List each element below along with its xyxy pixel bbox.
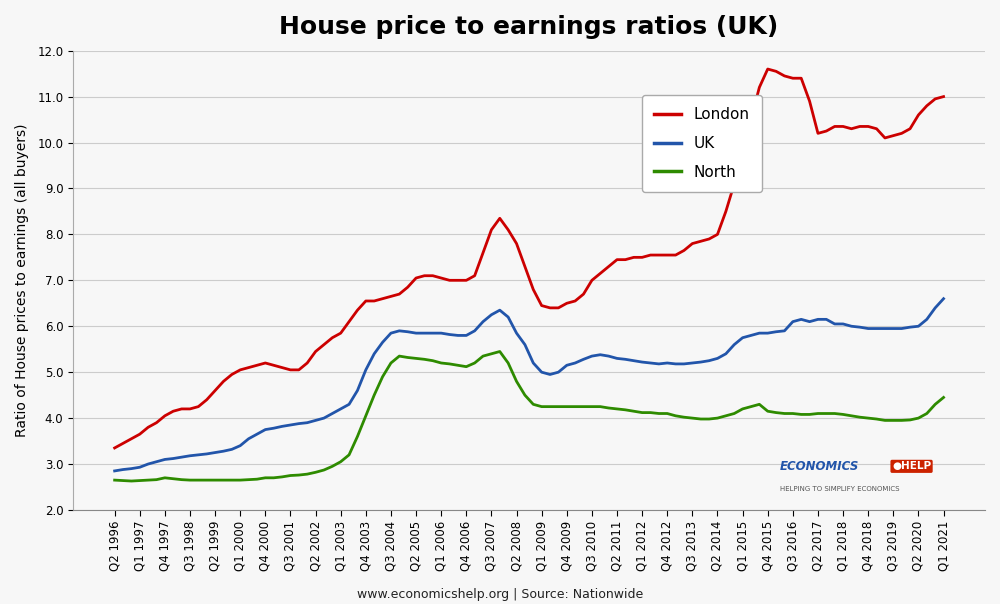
Title: House price to earnings ratios (UK): House price to earnings ratios (UK) (279, 15, 779, 39)
London (762, 65, 774, 72)
North (494, 348, 506, 355)
London (109, 445, 121, 452)
UK (268, 425, 280, 432)
Line: London: London (115, 69, 944, 448)
UK (301, 419, 313, 426)
Text: HELPING TO SIMPLIFY ECONOMICS: HELPING TO SIMPLIFY ECONOMICS (780, 486, 899, 492)
Line: North: North (115, 352, 944, 481)
North (887, 417, 899, 424)
London (879, 134, 891, 141)
London (603, 263, 615, 270)
London (904, 125, 916, 132)
Text: ●HELP: ●HELP (892, 461, 931, 471)
North (552, 403, 564, 410)
UK (536, 368, 548, 376)
UK (896, 325, 908, 332)
Text: ECONOMICS: ECONOMICS (780, 460, 859, 473)
Legend: London, UK, North: London, UK, North (642, 95, 762, 192)
North (938, 394, 950, 401)
Y-axis label: Ratio of House prices to earnings (all buyers): Ratio of House prices to earnings (all b… (15, 124, 29, 437)
Line: UK: UK (115, 299, 944, 471)
London (301, 359, 313, 367)
North (276, 474, 288, 481)
UK (938, 295, 950, 303)
London (938, 93, 950, 100)
UK (603, 353, 615, 360)
North (912, 414, 924, 422)
North (310, 469, 322, 476)
North (109, 477, 121, 484)
UK (871, 325, 883, 332)
London (268, 362, 280, 369)
Text: www.economicshelp.org | Source: Nationwide: www.economicshelp.org | Source: Nationwi… (357, 588, 643, 601)
London (536, 302, 548, 309)
UK (109, 467, 121, 475)
North (125, 477, 137, 484)
North (619, 406, 631, 414)
